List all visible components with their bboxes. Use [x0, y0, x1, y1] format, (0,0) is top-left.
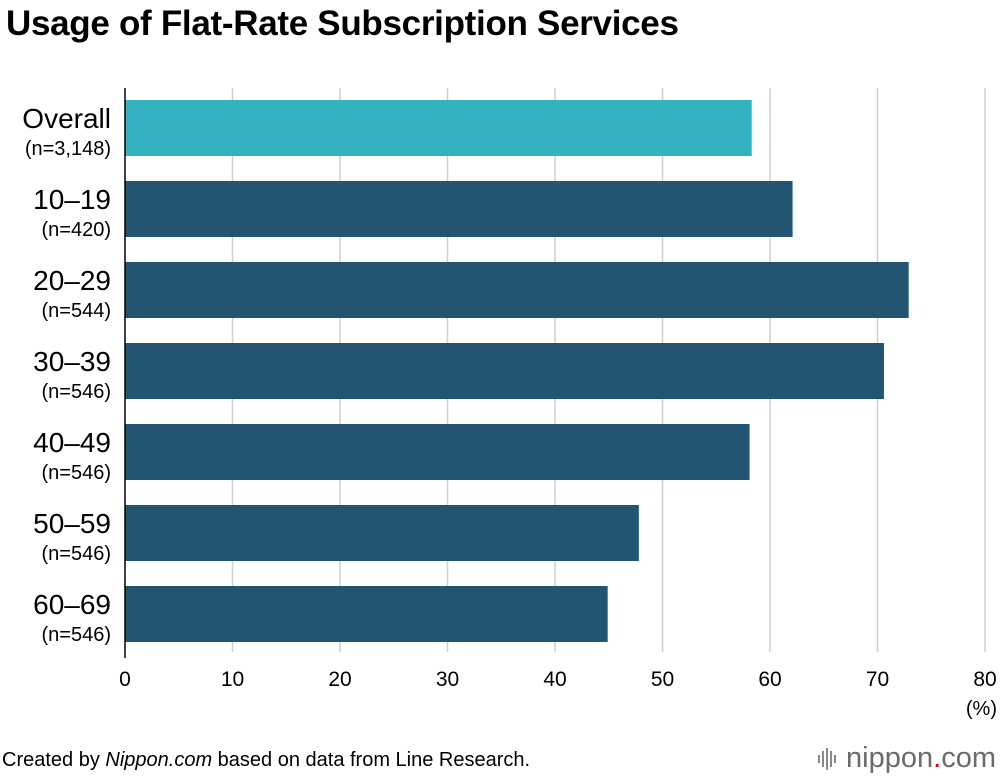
x-tick-label-60: 60 — [758, 668, 781, 691]
bar-2 — [125, 262, 909, 318]
x-unit-label: (%) — [966, 698, 997, 720]
x-tick-label-70: 70 — [866, 668, 889, 691]
credit-suffix: based on data from Line Research. — [212, 749, 531, 771]
category-label-4: 40–49 — [33, 427, 111, 458]
x-tick-label-50: 50 — [651, 668, 674, 691]
category-label-3: 30–39 — [33, 346, 111, 377]
category-labels: Overall (n=3,148) 10–19 (n=420) 20–29 (n=544)… — [22, 103, 111, 646]
bar-6 — [125, 586, 608, 642]
brand-main: nippon — [846, 742, 934, 774]
bar-5 — [125, 505, 639, 561]
source-credit: Created by Nippon.com based on data from… — [2, 749, 530, 772]
bar-0 — [125, 100, 752, 156]
category-n-5: (n=546) — [42, 543, 112, 565]
x-tick-label-10: 10 — [221, 668, 244, 691]
brand-tld: com — [941, 742, 996, 774]
x-tick-labels: 0 10 20 30 40 50 60 70 80 — [119, 668, 997, 691]
category-label-2: 20–29 — [33, 265, 111, 296]
bar-chart: Overall (n=3,148) 10–19 (n=420) 20–29 (n=544)… — [22, 88, 997, 720]
x-tick-label-20: 20 — [328, 668, 351, 691]
category-label-6: 60–69 — [33, 589, 111, 620]
category-n-4: (n=546) — [42, 462, 112, 484]
credit-source: Nippon.com — [105, 749, 213, 771]
category-n-0: (n=3,148) — [25, 138, 111, 160]
category-n-1: (n=420) — [42, 219, 112, 241]
category-n-6: (n=546) — [42, 624, 112, 646]
category-label-5: 50–59 — [33, 508, 111, 539]
brand-dot: . — [933, 742, 942, 774]
x-tick-label-0: 0 — [119, 668, 131, 691]
category-n-3: (n=546) — [42, 381, 112, 403]
x-tick-label-30: 30 — [436, 668, 459, 691]
bar-1 — [125, 181, 793, 237]
category-n-2: (n=544) — [42, 300, 112, 322]
chart-title: Usage of Flat-Rate Subscription Services — [6, 4, 679, 43]
credit-prefix: Created by — [2, 749, 106, 771]
bar-3 — [125, 343, 884, 399]
bar-4 — [125, 424, 750, 480]
x-tick-label-80: 80 — [973, 668, 996, 691]
nippon-logo-icon — [818, 747, 837, 770]
bars — [125, 100, 909, 642]
x-tick-label-40: 40 — [543, 668, 566, 691]
category-label-0: Overall — [22, 103, 111, 134]
brand-logo: nippon. com — [818, 742, 996, 775]
category-label-1: 10–19 — [33, 184, 111, 215]
